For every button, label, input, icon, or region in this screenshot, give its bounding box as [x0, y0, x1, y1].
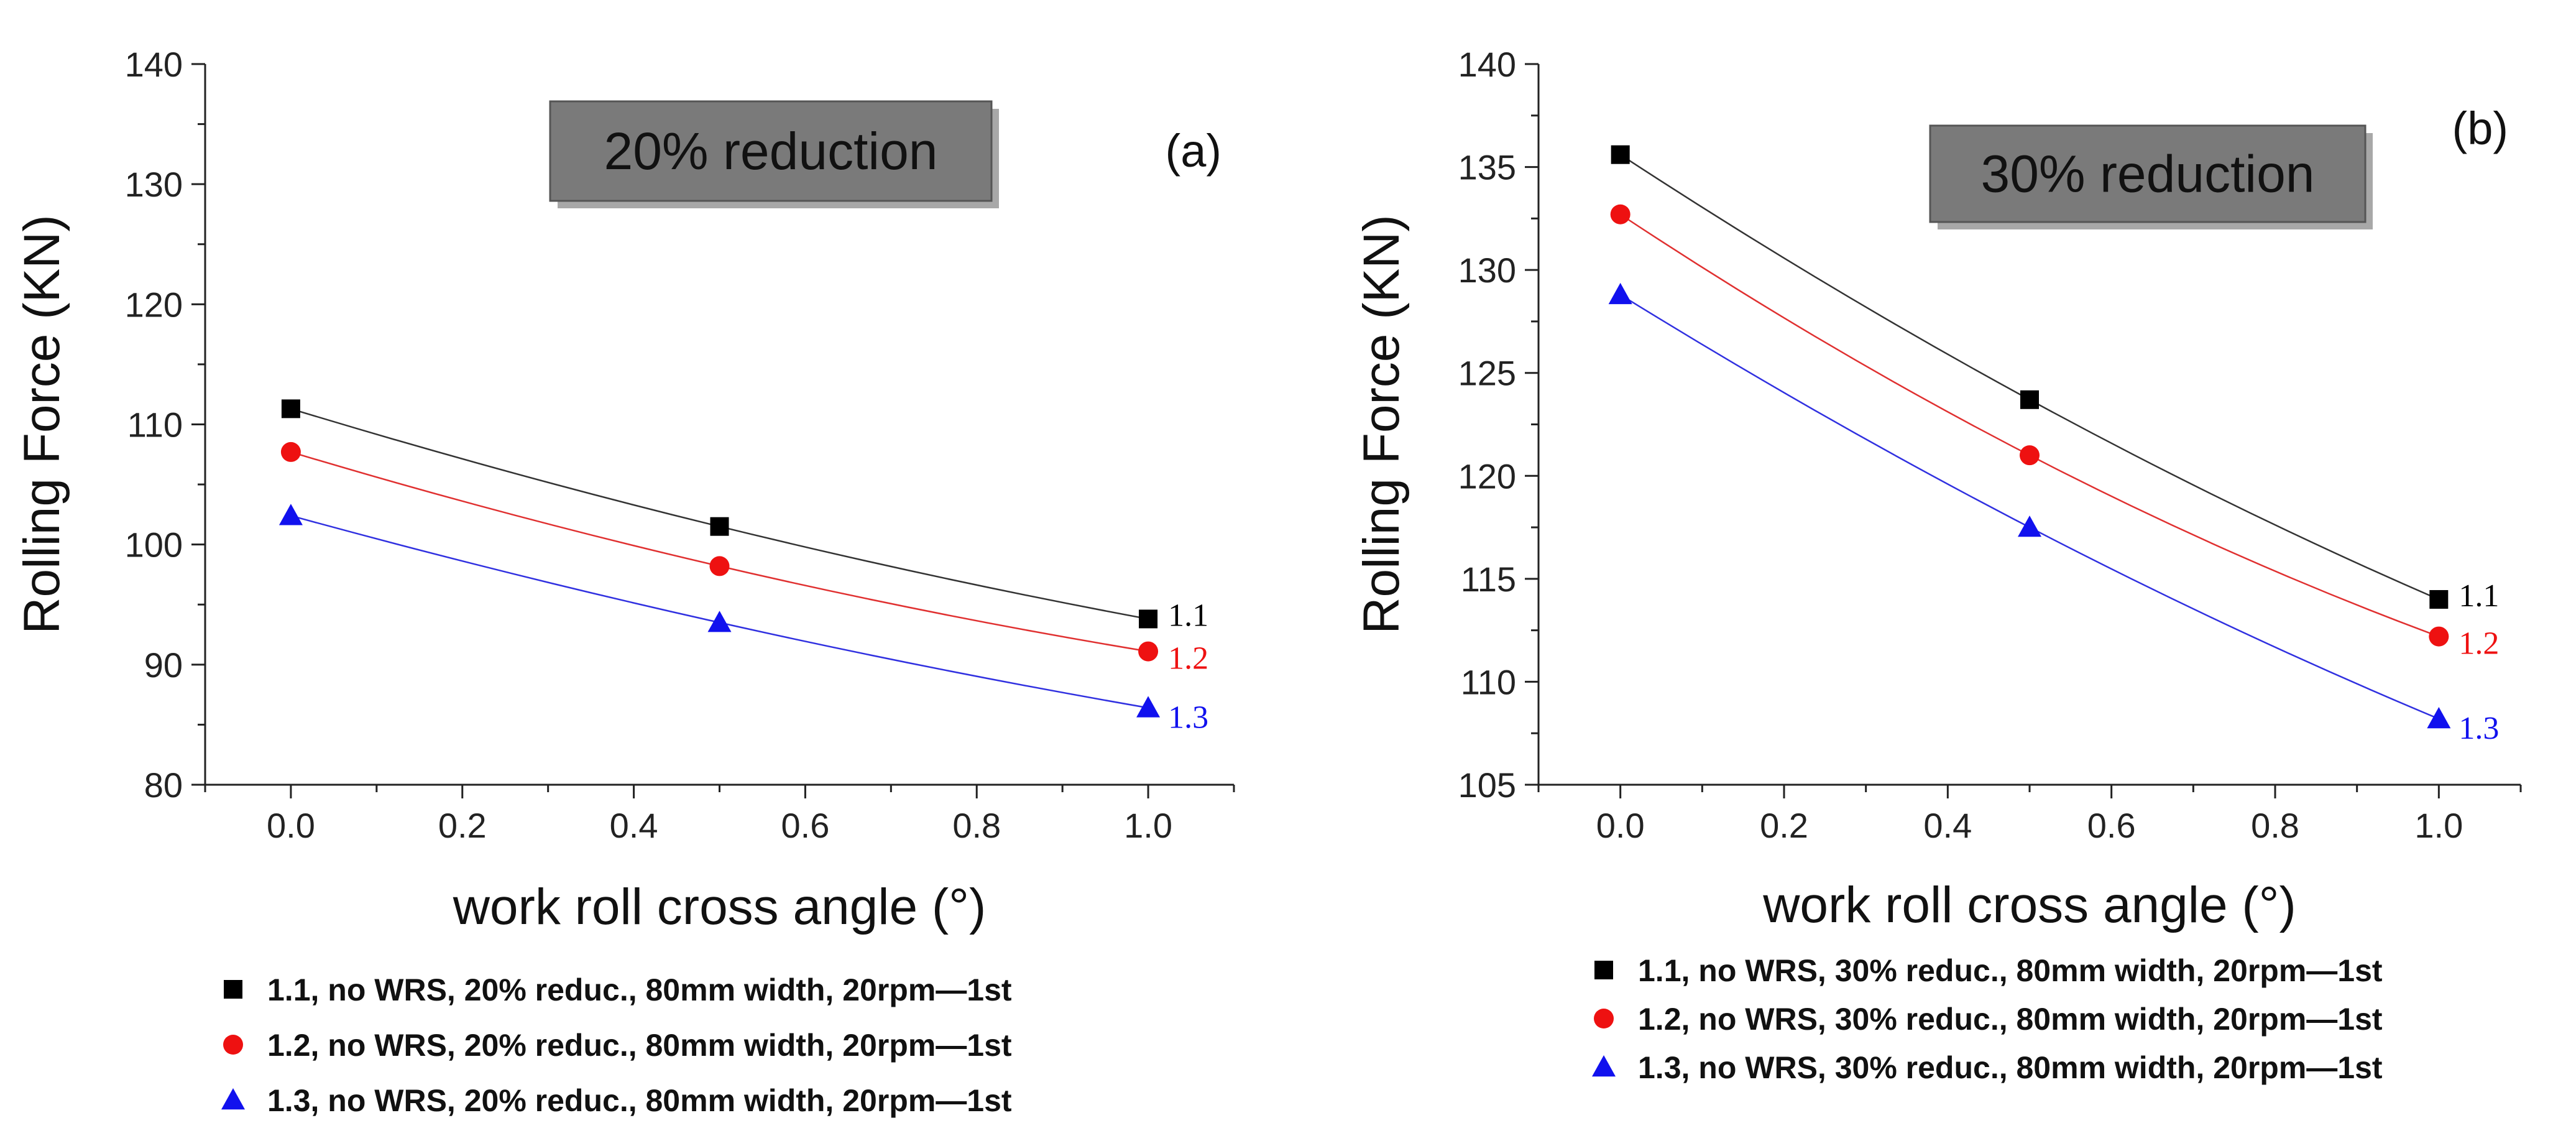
x-tick-label: 0.4 [610, 806, 658, 845]
data-point-1.2 [2429, 626, 2449, 647]
legend-entry: 1.3, no WRS, 30% reduc., 80mm width, 20r… [1638, 1050, 2383, 1085]
y-axis-title: Rolling Force (KN) [1353, 215, 1410, 634]
x-tick-label: 0.4 [1923, 806, 1972, 845]
series-end-label: 1.1 [1168, 598, 1208, 633]
y-tick-label: 120 [125, 285, 183, 324]
y-tick-label: 110 [127, 405, 183, 445]
series-end-label: 1.3 [2459, 711, 2499, 746]
data-point-1.2 [280, 441, 301, 462]
data-point-1.3 [2427, 707, 2451, 729]
x-tick-label: 0.0 [267, 806, 315, 845]
legend-marker-1.1 [224, 980, 242, 999]
legend-marker-1.3 [1592, 1055, 1616, 1077]
legend-marker-1.2 [223, 1035, 243, 1055]
data-point-1.3 [1608, 282, 1632, 305]
data-point-1.2 [1610, 204, 1631, 224]
y-tick-label: 135 [1458, 148, 1516, 187]
legend-entry: 1.1, no WRS, 30% reduc., 80mm width, 20r… [1638, 953, 2383, 988]
data-point-1.2 [709, 556, 730, 576]
data-point-1.1 [710, 517, 729, 536]
data-point-1.3 [707, 611, 732, 632]
y-tick-label: 120 [1458, 456, 1516, 496]
x-tick-label: 1.0 [1124, 806, 1172, 845]
series-end-label: 1.1 [2459, 578, 2499, 614]
chart-panel-b: 105 110 115 120 125 130 135 140 0.0 0.2 0.4 0.6 0.8 1… [1353, 45, 2522, 1085]
x-tick-label: 0.6 [781, 806, 829, 845]
legend-marker-1.2 [1594, 1009, 1614, 1028]
x-tick-label: 1.0 [2414, 806, 2463, 845]
series-end-label: 1.3 [1168, 700, 1208, 735]
reduction-box [1929, 124, 2367, 223]
data-point-1.3 [1136, 696, 1161, 718]
series-line-1.2 [1619, 213, 2439, 637]
y-tick-label: 110 [1461, 662, 1516, 701]
x-tick-label: 0.2 [1760, 806, 1808, 845]
legend-entry: 1.2, no WRS, 20% reduc., 80mm width, 20r… [267, 1028, 1012, 1063]
data-point-1.1 [1139, 609, 1158, 629]
y-axis-title: Rolling Force (KN) [14, 215, 70, 634]
x-tick-label: 0.0 [1596, 806, 1645, 845]
legend-marker-1.3 [221, 1088, 245, 1110]
reduction-box-label: 20% reduction [604, 122, 937, 180]
data-point-1.2 [2020, 445, 2040, 466]
panel-letter: (a) [1166, 125, 1221, 177]
series-line-1.1 [290, 408, 1149, 620]
chart-panel-a: 80 90 100 110 120 130 140 0.0 0.2 0.4 0.6 0.8 1.0 Rol… [14, 45, 1235, 1118]
panel-letter: (b) [2452, 103, 2508, 154]
y-tick-label: 130 [1458, 251, 1516, 290]
y-tick-label: 140 [1458, 45, 1516, 84]
x-tick-label: 0.8 [952, 806, 1001, 845]
legend-marker-1.1 [1594, 961, 1613, 979]
series-end-label: 1.2 [1168, 641, 1208, 677]
data-point-1.2 [1138, 641, 1159, 662]
series-line-1.3 [1620, 293, 2439, 720]
data-point-1.1 [1611, 145, 1630, 164]
y-tick-label: 140 [125, 45, 183, 84]
y-tick-label: 105 [1458, 765, 1516, 805]
y-tick-label: 125 [1458, 354, 1516, 393]
data-point-1.1 [2429, 589, 2449, 609]
y-tick-label: 115 [1461, 560, 1516, 599]
x-axis-title: work roll cross angle (°) [1762, 877, 2296, 933]
legend-entry: 1.1, no WRS, 20% reduc., 80mm width, 20r… [267, 973, 1012, 1007]
series-end-label: 1.2 [2459, 626, 2499, 662]
y-tick-label: 100 [125, 525, 183, 565]
legend-entry: 1.3, no WRS, 20% reduc., 80mm width, 20r… [267, 1083, 1012, 1118]
reduction-box [549, 100, 993, 202]
x-tick-label: 0.6 [2087, 806, 2136, 845]
data-point-1.1 [281, 399, 300, 418]
data-point-1.3 [2018, 515, 2041, 537]
x-tick-label: 0.2 [438, 806, 487, 845]
y-tick-label: 80 [144, 765, 183, 805]
x-axis-title: work roll cross angle (°) [453, 879, 987, 935]
data-point-1.1 [2020, 390, 2039, 409]
y-tick-label: 130 [125, 165, 183, 204]
legend-entry: 1.2, no WRS, 30% reduc., 80mm width, 20r… [1638, 1002, 2383, 1037]
y-tick-label: 90 [144, 645, 183, 685]
reduction-box-label: 30% reduction [1980, 145, 2314, 203]
x-tick-label: 0.8 [2251, 806, 2299, 845]
data-point-1.3 [278, 504, 303, 525]
